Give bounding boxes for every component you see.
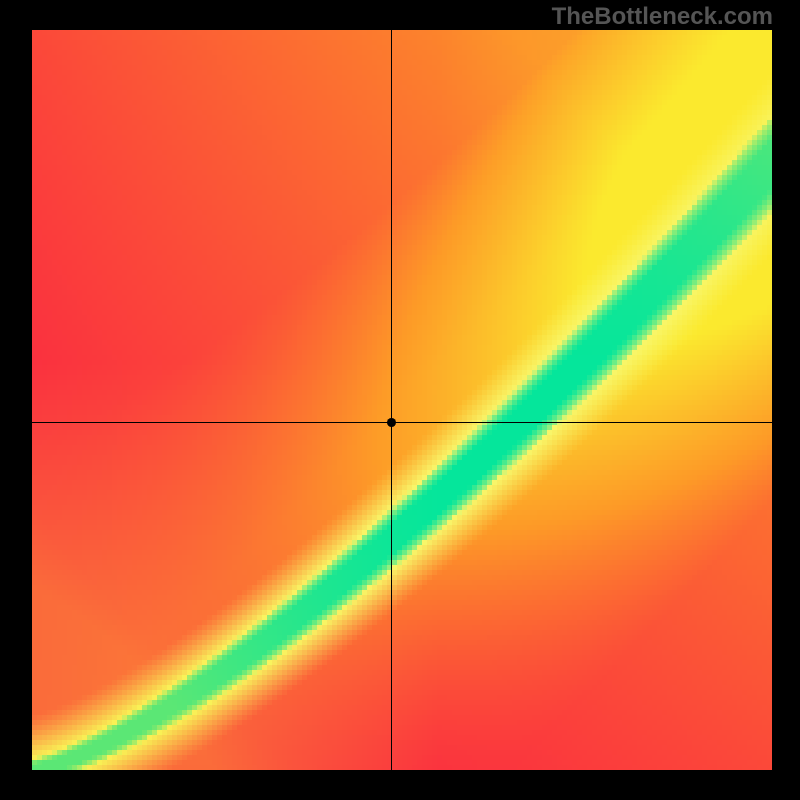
heatmap-plot	[32, 30, 772, 770]
outer-frame: TheBottleneck.com	[0, 0, 800, 800]
watermark-text: TheBottleneck.com	[552, 3, 773, 31]
crosshair-overlay	[32, 30, 772, 770]
